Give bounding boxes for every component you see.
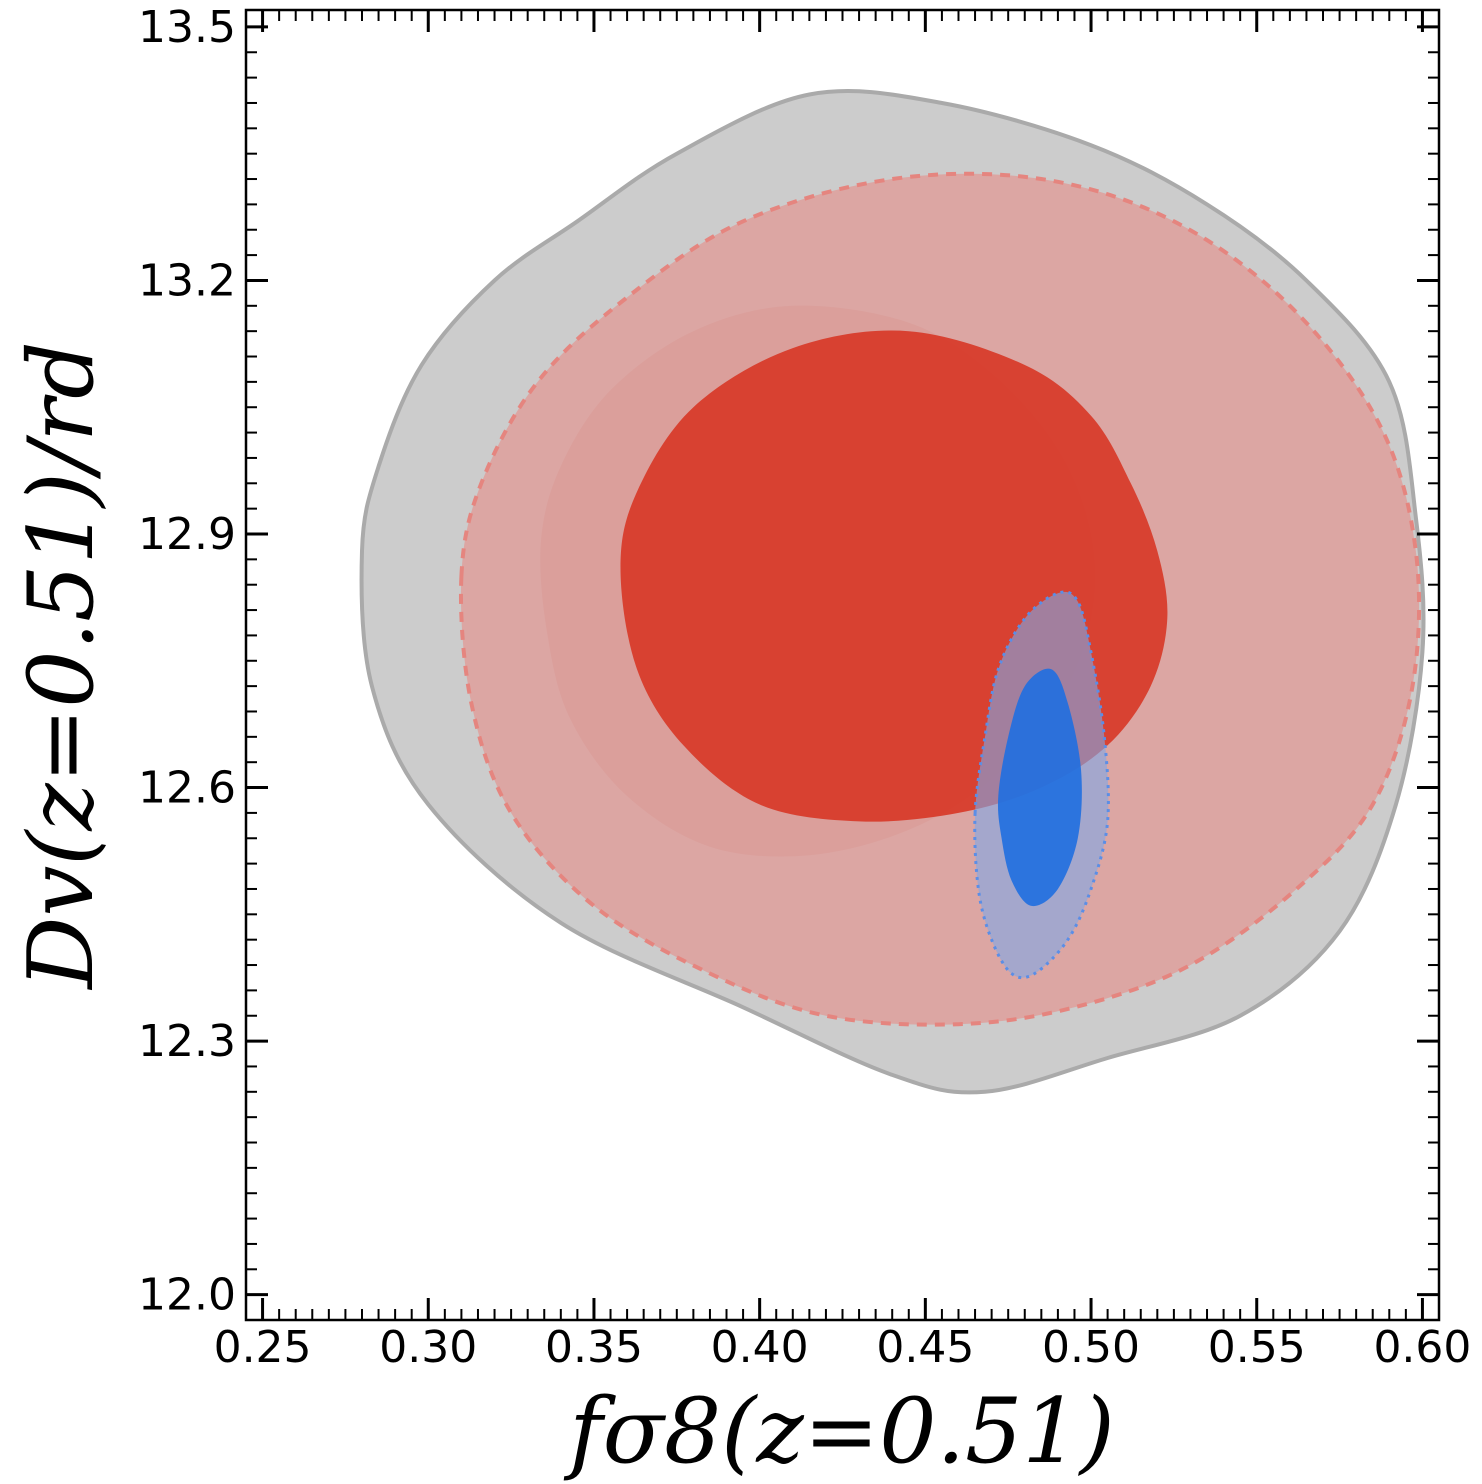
plot-frame: [244, 8, 1441, 1322]
x-tick-label: 0.60: [1373, 1322, 1471, 1373]
y-tick-label: 12.9: [138, 509, 236, 560]
x-tick-label: 0.40: [711, 1322, 809, 1373]
contour-layer: [359, 89, 1426, 1095]
y-tick-label: 13.2: [138, 255, 236, 306]
x-tick-label: 0.25: [214, 1322, 312, 1373]
x-tick-label: 0.50: [1042, 1322, 1140, 1373]
y-tick-label: 12.0: [138, 1270, 236, 1321]
x-axis-label: fσ8(z=0.51): [563, 1379, 1114, 1484]
y-axis-label: Dv(z=0.51)/rd: [9, 341, 114, 990]
contour-series-4-level-2: [997, 668, 1082, 907]
y-tick-label: 13.5: [138, 2, 236, 53]
tick-labels: 0.25 0.30 0.35 0.40 0.45 0.50 0.55 0.60 12.0 12.3…: [138, 2, 1471, 1373]
y-tick-label: 12.6: [138, 763, 236, 814]
axis-ticks: [245, 10, 1440, 1320]
x-tick-label: 0.45: [876, 1322, 974, 1373]
x-tick-label: 0.55: [1208, 1322, 1306, 1373]
x-tick-label: 0.30: [379, 1322, 477, 1373]
y-tick-label: 12.3: [138, 1016, 236, 1067]
x-tick-label: 0.35: [545, 1322, 643, 1373]
